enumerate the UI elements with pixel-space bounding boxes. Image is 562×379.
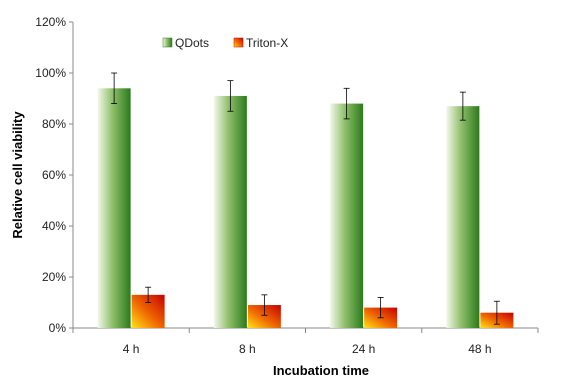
x-tick-label: 4 h	[123, 342, 140, 356]
x-tick-label: 8 h	[239, 342, 256, 356]
y-tick-label: 0%	[49, 321, 67, 335]
x-tick-label: 48 h	[468, 342, 491, 356]
legend-swatch-qdots	[162, 37, 173, 48]
x-tick-label: 24 h	[352, 342, 375, 356]
bar-qdots	[97, 88, 131, 328]
bar-qdots	[446, 106, 480, 329]
y-tick-label: 120%	[35, 15, 66, 29]
bars	[97, 88, 514, 329]
bar-triton-x	[247, 305, 281, 328]
x-axis-title: Incubation time	[273, 363, 369, 378]
y-tick-label: 20%	[42, 270, 66, 284]
y-tick-label: 100%	[35, 66, 66, 80]
y-tick-label: 80%	[42, 117, 66, 131]
legend-label-qdots: QDots	[175, 36, 209, 50]
error-bars	[111, 72, 500, 325]
bar-qdots	[213, 95, 247, 328]
x-ticks: 4 h 8 h 24 h 48 h	[72, 328, 539, 356]
y-axis-title: Relative cell viability	[10, 111, 25, 239]
legend-swatch-triton-x	[233, 37, 244, 48]
y-tick-label: 40%	[42, 219, 66, 233]
bar-qdots	[330, 103, 364, 328]
y-tick-label: 60%	[42, 168, 66, 182]
y-ticks: 0% 20% 40% 60% 80% 100% 120%	[35, 15, 73, 335]
legend-label-triton-x: Triton-X	[246, 36, 288, 50]
legend: QDots Triton-X	[162, 36, 288, 50]
